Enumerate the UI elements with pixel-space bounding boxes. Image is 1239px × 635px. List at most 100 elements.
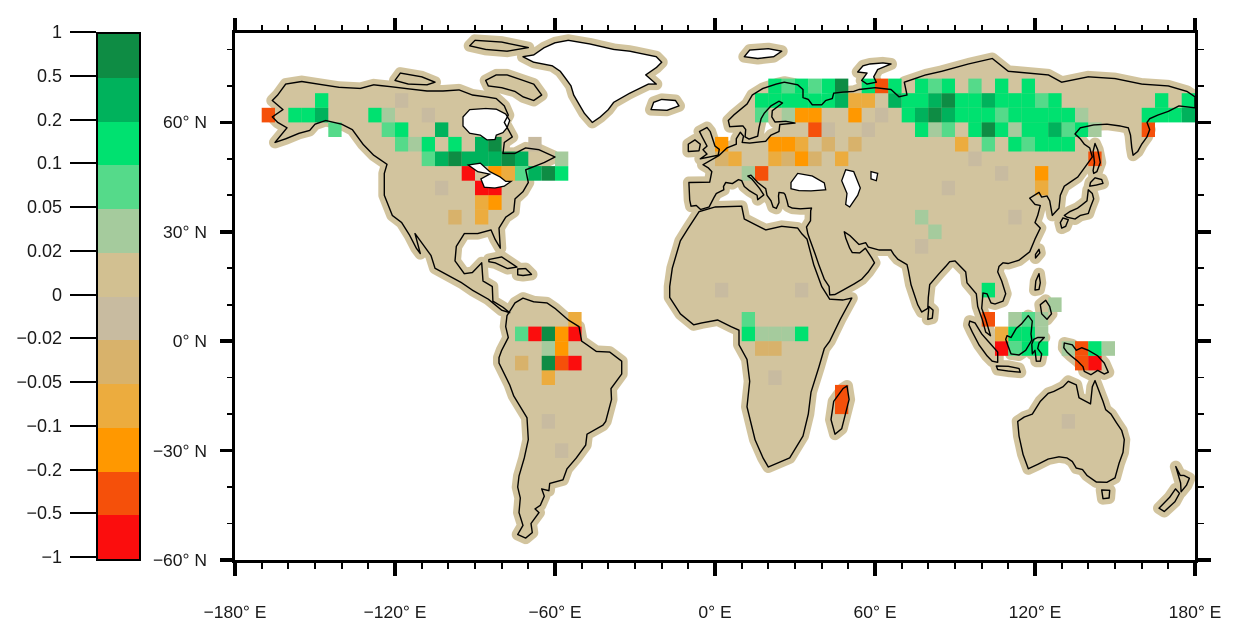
y-axis-minor-tick [1197,48,1204,51]
grid-cell [888,78,902,94]
no-data-land-layer [523,40,891,123]
y-axis-minor-tick [1197,413,1204,415]
grid-cell [1061,136,1075,152]
colorbar-segment [98,471,139,516]
x-axis-tick-label: −120° E [363,602,427,622]
grid-cell [515,355,529,371]
colorbar-segment [98,515,139,559]
y-axis-minor-tick [226,267,233,270]
grid-cell [568,312,582,327]
grid-cell [395,122,409,137]
grid-cell [755,166,769,181]
grid-cell [555,151,569,167]
y-axis-major-tick [1197,339,1211,343]
grid-cell [501,166,515,181]
grid-cell [1141,107,1155,123]
x-axis-minor-tick [1060,24,1063,31]
grid-cell [1035,166,1049,181]
grid-cell [541,355,555,371]
grid-cell [781,78,795,94]
x-axis-minor-tick [1114,562,1116,569]
x-axis-minor-tick [340,24,343,31]
x-axis-major-tick [1193,562,1197,576]
y-axis-major-tick [219,558,233,562]
grid-cell [448,209,462,225]
grid-cell-layer [261,78,1195,458]
grid-cell [1035,180,1049,196]
y-axis-minor-tick [226,194,233,197]
grid-cell [875,107,889,123]
grid-cell [941,93,955,108]
x-axis-major-tick [873,17,877,31]
grid-cell [995,326,1009,342]
grid-cell [968,122,982,137]
grid-cell [928,78,942,94]
grid-cell [1035,122,1049,137]
grid-cell [835,399,849,415]
grid-cell [1021,93,1035,108]
colorbar-tick-label: 0.5 [36,65,62,86]
grid-cell [1021,78,1035,94]
x-axis-minor-tick [1087,24,1090,31]
grid-cell [555,326,569,342]
grid-cell [288,107,302,123]
grid-cell [795,326,809,342]
grid-cell [808,151,822,167]
grid-cell [915,122,929,137]
y-axis-major-tick [1197,558,1211,562]
grid-cell [421,151,435,167]
map-frame [232,30,1198,563]
grid-cell [795,151,809,167]
grid-cell [941,78,955,94]
grid-cell [381,122,395,137]
grid-cell [448,151,462,167]
grid-cell [968,78,982,94]
colorbar-tick [70,118,96,121]
grid-cell [1048,122,1062,137]
colorbar-tick [70,468,96,471]
grid-cell [928,93,942,108]
grid-cell [1008,107,1022,123]
grid-cell [808,107,822,123]
x-axis-minor-tick [900,24,903,31]
colorbar-segment [98,77,139,122]
y-axis-minor-tick [226,85,233,87]
x-axis-minor-tick [474,562,476,569]
grid-cell [261,107,275,123]
x-axis-minor-tick [500,562,503,569]
grid-cell [488,151,502,167]
grid-cell [1088,355,1102,371]
colorbar-tick-label: −0.02 [16,328,62,349]
grid-cell [981,136,995,152]
grid-cell [728,151,742,167]
colorbar-tick-label: −1 [41,547,62,567]
grid-cell [448,136,462,152]
grid-cell [741,312,755,327]
grid-cell [421,107,435,123]
x-axis-minor-tick [287,562,290,569]
grid-cell [1008,136,1022,152]
colorbar-tick-label: 0.2 [36,109,62,130]
colorbar-tick [70,31,96,33]
grid-cell [1048,107,1062,123]
grid-cell [995,122,1009,137]
grid-cell [1048,93,1062,108]
grid-cell [1048,297,1062,312]
grid-cell [821,136,835,152]
grid-cell [1008,312,1022,327]
grid-cell [475,209,489,225]
x-axis-minor-tick [447,24,450,31]
y-axis-minor-tick [1197,522,1204,525]
grid-cell [515,166,529,181]
grid-cell [715,282,729,298]
grid-cell [995,341,1009,356]
grid-cell [835,78,849,94]
colorbar-tick-label: 0.05 [26,197,62,217]
grid-cell [1035,136,1049,152]
grid-cell [781,93,795,108]
y-axis-tick-label: −60° N [152,550,207,570]
y-axis-minor-tick [1197,157,1204,160]
x-axis-minor-tick [634,24,636,31]
grid-cell [781,151,795,167]
grid-cell [768,151,782,167]
